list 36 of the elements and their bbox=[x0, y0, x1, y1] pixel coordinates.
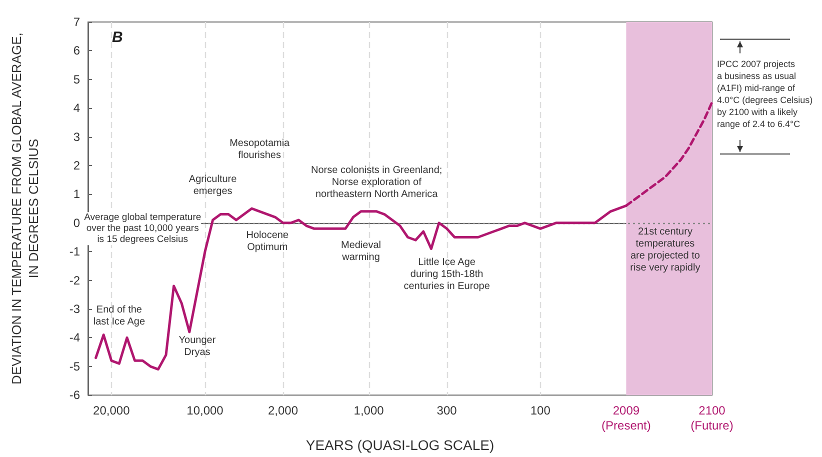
x-tick-label: 300 bbox=[436, 404, 458, 418]
y-tick-label: 2 bbox=[73, 158, 80, 172]
x-tick-label: 10,000 bbox=[186, 404, 224, 418]
annotation: End of the last Ice Age bbox=[93, 304, 146, 328]
y-tick-label: 3 bbox=[73, 130, 80, 144]
x-tick-label: 1,000 bbox=[354, 404, 384, 418]
annotation: Younger Dryas bbox=[178, 334, 216, 358]
y-tick-label: 0 bbox=[73, 216, 80, 230]
y-tick-label: 7 bbox=[73, 15, 80, 29]
y-tick-label: -3 bbox=[69, 302, 80, 316]
x-tick-label: 100 bbox=[530, 404, 551, 418]
y-tick-label: -6 bbox=[69, 388, 80, 402]
x-tick-label: 2,000 bbox=[268, 404, 298, 418]
y-tick-label: -1 bbox=[69, 244, 80, 259]
y-tick-label: -5 bbox=[69, 359, 80, 374]
y-axis-title: DEVIATION IN TEMPERATURE FROM GLOBAL AVERAGE, IN DEGREES CELSIUS bbox=[9, 32, 41, 384]
x-tick-label: 2009 (Present) bbox=[602, 404, 651, 433]
annotation: Agriculture emerges bbox=[188, 174, 238, 198]
ref-line-label: Average global temperature over the past 10,000 years is 15 degrees Celsius bbox=[84, 212, 202, 246]
x-axis-title: YEARS (QUASI-LOG SCALE) bbox=[306, 437, 494, 453]
annotation: Holocene Optimum bbox=[246, 230, 289, 254]
x-tick-label: 20,000 bbox=[93, 404, 130, 418]
text: IPCC 2007 projects a business as usual (A1FI) mid-range of 4.0°C (degrees Celsius) by 2100 with a likely range of 2.4 to 6.4°C bbox=[717, 58, 813, 129]
y-tick-label: 6 bbox=[73, 44, 80, 58]
annotation: Little Ice Age during 15th-18th centuries in Europe bbox=[404, 257, 490, 292]
annotation: 21st century temperatures are projected to rise very rapidly bbox=[630, 226, 700, 274]
annotation: B bbox=[112, 29, 123, 46]
y-tick-label: 1 bbox=[73, 187, 80, 202]
y-tick-label: 4 bbox=[73, 101, 80, 116]
y-tick-label: 5 bbox=[73, 72, 80, 86]
y-tick-label: -2 bbox=[69, 273, 80, 288]
annotation: Mesopotamia flourishes bbox=[230, 138, 290, 162]
y-tick-label: -4 bbox=[69, 330, 80, 345]
x-tick-label: 2100 (Future) bbox=[690, 404, 734, 433]
annotation: Medieval warming bbox=[340, 240, 382, 264]
annotation: Norse colonists in Greenland; Norse exploration of northeastern North America bbox=[311, 165, 442, 200]
